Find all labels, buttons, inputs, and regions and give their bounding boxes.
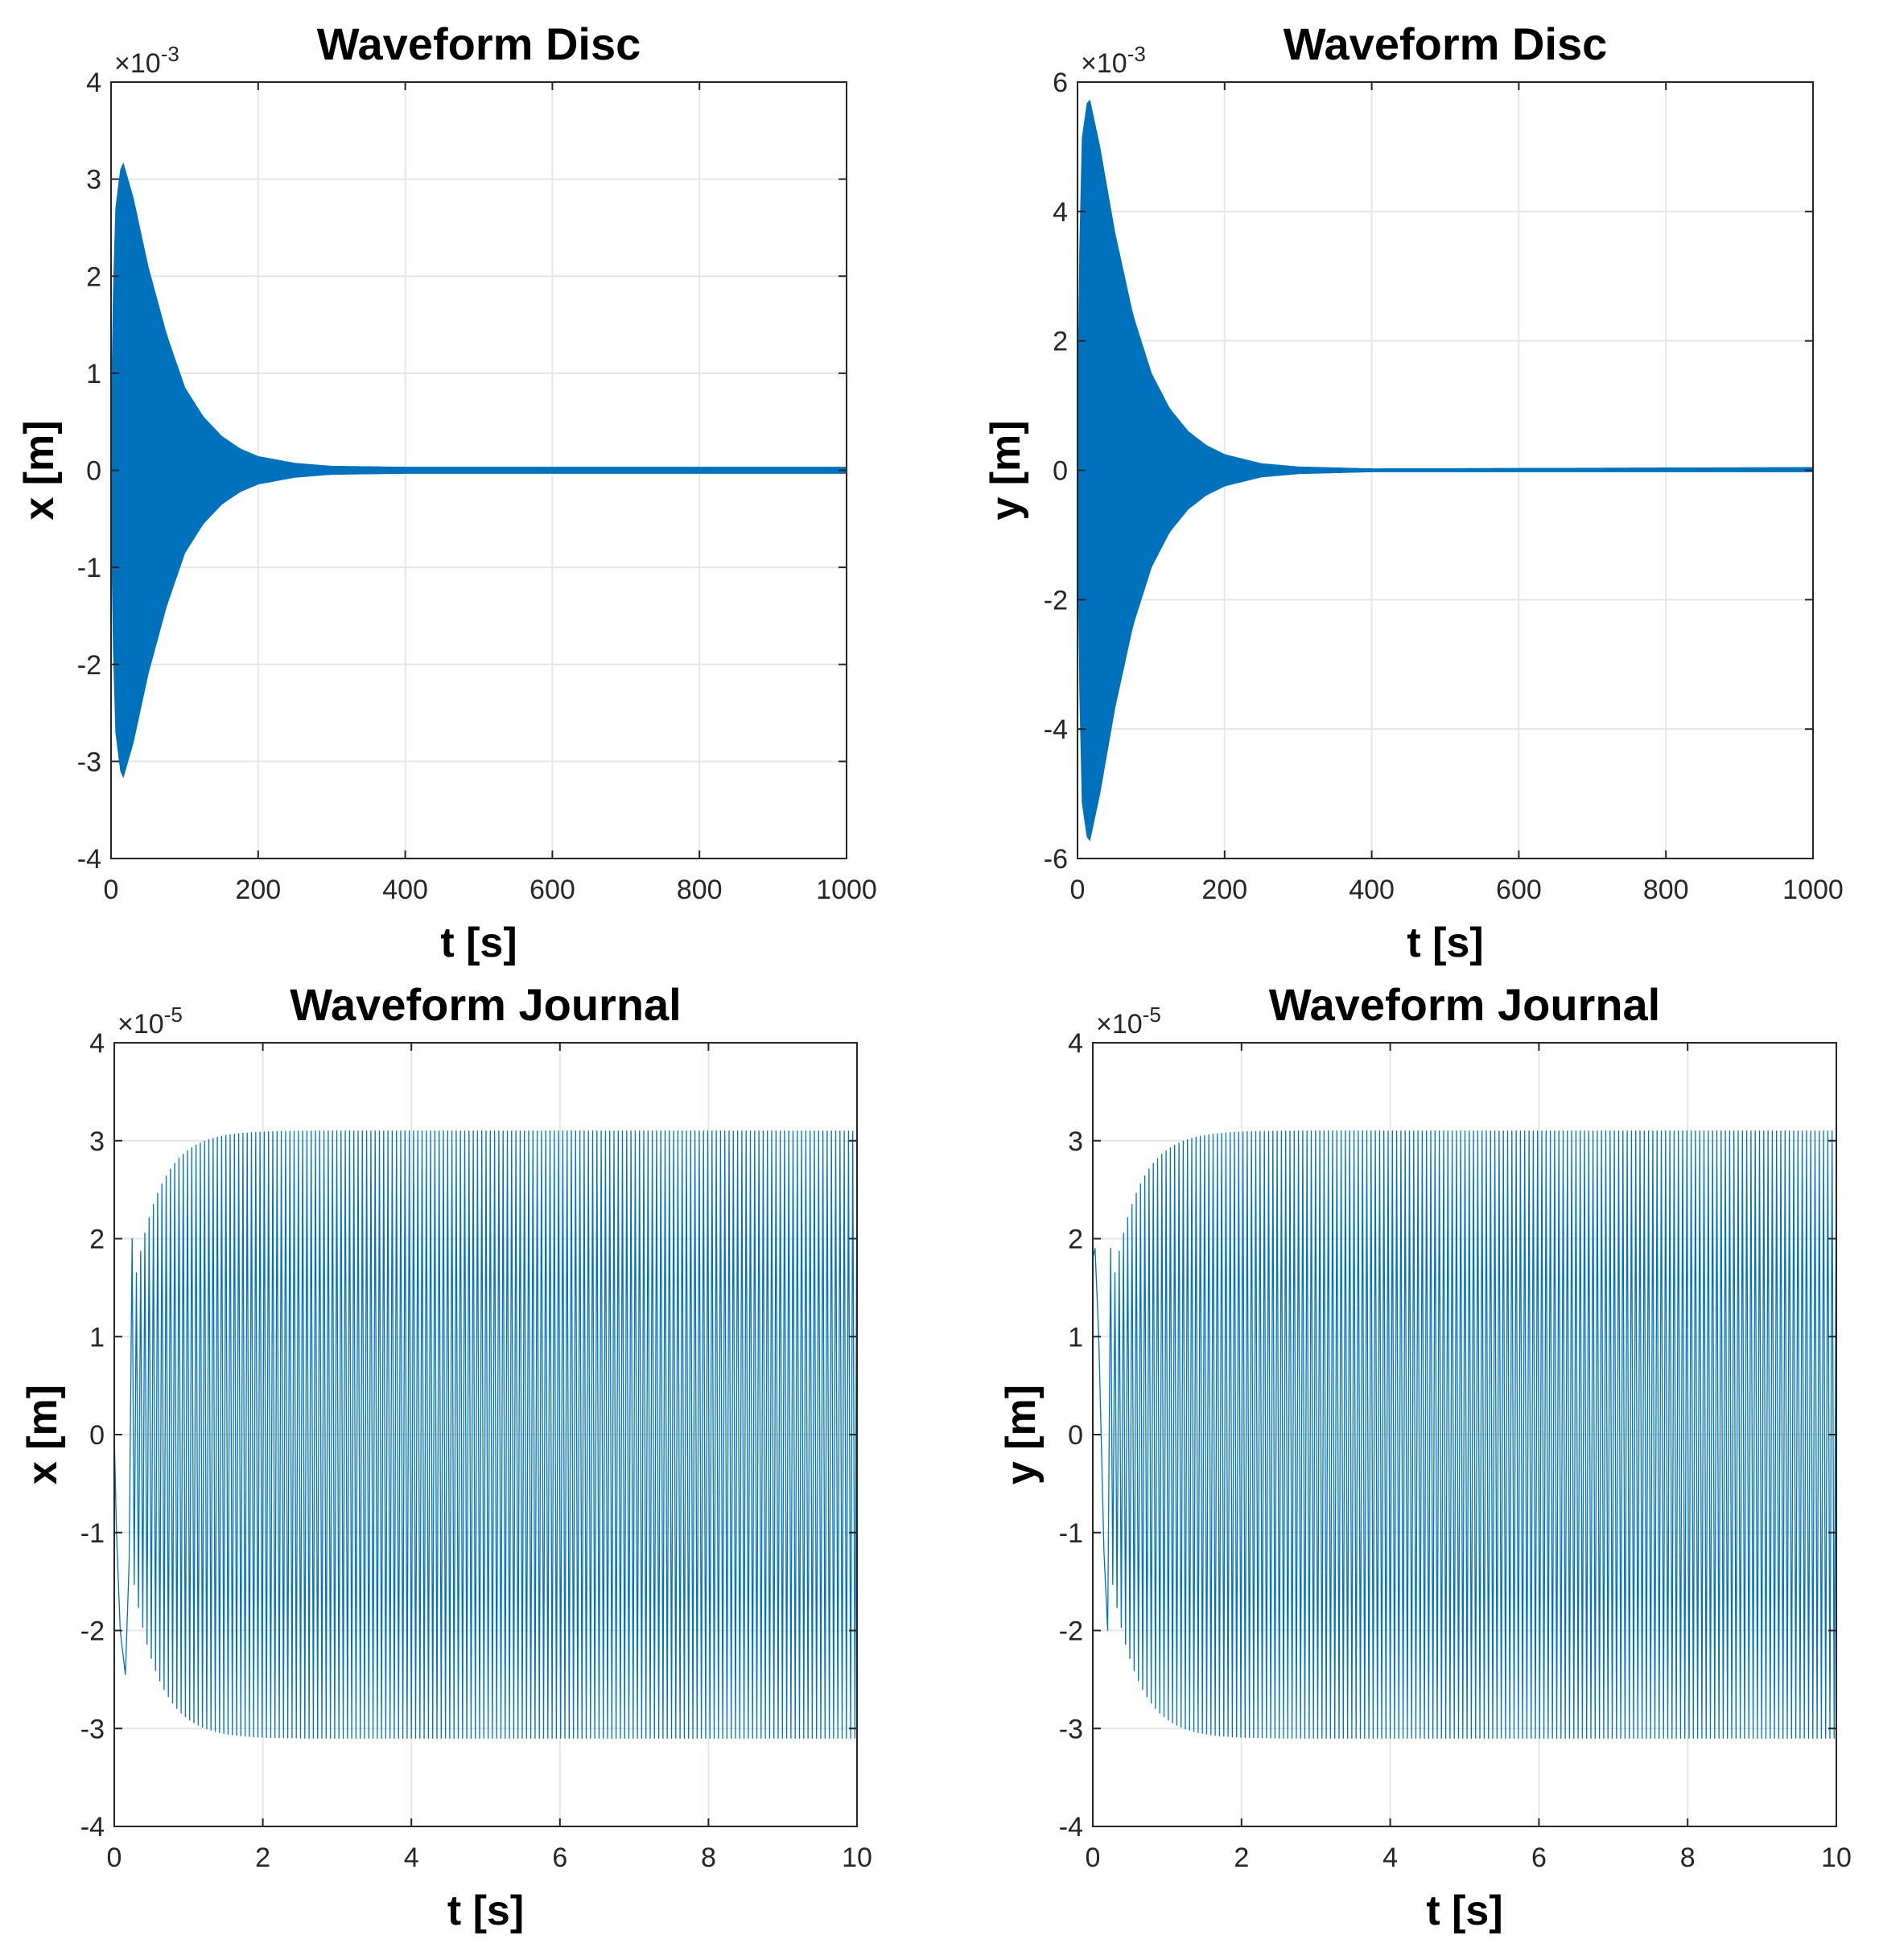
y-tick-label: 4 <box>89 1028 105 1059</box>
x-tick-label: 400 <box>382 875 428 905</box>
y-tick-label: 4 <box>1053 197 1068 228</box>
y-tick-label: -4 <box>80 1812 105 1843</box>
x-tick-label: 600 <box>529 875 575 905</box>
x-axis-label: t [s] <box>447 1888 524 1934</box>
y-tick-label: -1 <box>1059 1518 1083 1549</box>
y-tick-label: 2 <box>89 1225 105 1255</box>
x-tick-label: 2 <box>1234 1843 1249 1873</box>
y-tick-label: 0 <box>89 1420 105 1451</box>
y-tick-label: -1 <box>80 1518 105 1549</box>
x-axis-label: t [s] <box>440 920 517 966</box>
x-axis-label: t [s] <box>1426 1888 1502 1934</box>
axis-exponent-power: -5 <box>164 1003 183 1027</box>
y-tick-label: -6 <box>1044 844 1068 875</box>
x-tick-label: 800 <box>677 875 723 905</box>
y-tick-label: 0 <box>1068 1420 1083 1451</box>
x-tick-label: 4 <box>404 1843 419 1873</box>
x-tick-label: 200 <box>1201 875 1247 905</box>
series-journal-x <box>113 1130 858 1740</box>
x-tick-label: 0 <box>1070 875 1086 905</box>
y-axis-label: y [m] <box>983 420 1029 520</box>
y-tick-label: -3 <box>1059 1714 1083 1744</box>
y-tick-label: 6 <box>1053 68 1068 98</box>
y-tick-label: -4 <box>77 844 101 875</box>
y-tick-label: 0 <box>86 456 101 487</box>
y-tick-label: 3 <box>1068 1126 1083 1157</box>
x-tick-label: 6 <box>552 1843 567 1873</box>
y-tick-label: -2 <box>1059 1616 1083 1647</box>
chart-journal-x: 0 2 4 6 8 10 -4 -3 -2 -1 0 1 2 3 4 ×10-5 Waveform Journa… <box>19 979 872 1934</box>
y-tick-label: -4 <box>1059 1812 1083 1843</box>
chart-title: Waveform Journal <box>290 979 681 1030</box>
x-tick-label: 10 <box>1821 1843 1852 1873</box>
x-tick-label: 600 <box>1496 875 1542 905</box>
axis-exponent: ×10-3 <box>114 42 179 79</box>
x-tick-label: 200 <box>235 875 281 905</box>
x-tick-label: 800 <box>1643 875 1689 905</box>
x-tick-label: 0 <box>1086 1843 1101 1873</box>
x-tick-label: 0 <box>107 1843 122 1873</box>
y-axis-label: x [m] <box>16 420 63 520</box>
y-tick-label: -3 <box>80 1714 105 1744</box>
x-tick-label: 0 <box>104 875 119 905</box>
y-tick-label: -4 <box>1044 714 1068 745</box>
x-tick-label: 2 <box>255 1843 270 1873</box>
axis-exponent: ×10-3 <box>1081 42 1146 79</box>
y-tick-label: 1 <box>86 359 101 389</box>
y-tick-label: -2 <box>1044 585 1068 616</box>
chart-disc-y: 0 200 400 600 800 1000 -6 -4 -2 0 2 4 6 ×10-3 Waveform… <box>983 19 1844 966</box>
chart-title: Waveform Disc <box>1284 19 1608 69</box>
chart-title: Waveform Journal <box>1269 979 1660 1030</box>
y-tick-label: -2 <box>80 1616 105 1647</box>
axis-exponent-power: -5 <box>1143 1003 1161 1027</box>
y-tick-label: 2 <box>1053 327 1068 357</box>
y-axis-label: x [m] <box>19 1385 66 1484</box>
series-journal-y <box>1092 1130 1837 1740</box>
x-axis-label: t [s] <box>1407 920 1483 966</box>
y-tick-label: 3 <box>86 165 101 196</box>
y-tick-label: 1 <box>89 1322 105 1353</box>
chart-journal-y: 0 2 4 6 8 10 -4 -3 -2 -1 0 1 2 3 4 ×10-5 Waveform Journa… <box>998 979 1852 1934</box>
axis-exponent-power: -3 <box>1127 42 1146 66</box>
y-tick-label: 2 <box>86 261 101 292</box>
y-tick-label: -3 <box>77 747 101 777</box>
y-tick-label: -2 <box>77 650 101 681</box>
x-tick-label: 400 <box>1349 875 1395 905</box>
y-tick-label: 2 <box>1068 1225 1083 1255</box>
axis-exponent: ×10-5 <box>117 1003 183 1040</box>
x-tick-label: 8 <box>701 1843 716 1873</box>
y-tick-label: -1 <box>77 553 101 583</box>
axis-exponent-power: -3 <box>161 42 179 66</box>
x-tick-label: 6 <box>1531 1843 1547 1873</box>
y-tick-label: 0 <box>1053 456 1068 487</box>
chart-title: Waveform Disc <box>317 19 641 69</box>
chart-disc-x: 0 200 400 600 800 1000 -4 -3 -2 -1 0 1 2 3 4 ×10-3 Wavef… <box>16 19 877 966</box>
x-tick-label: 8 <box>1680 1843 1696 1873</box>
y-tick-label: 4 <box>86 68 101 98</box>
axis-exponent: ×10-5 <box>1096 1003 1161 1040</box>
y-axis-label: y [m] <box>998 1385 1045 1484</box>
x-tick-label: 4 <box>1382 1843 1398 1873</box>
x-tick-label: 1000 <box>816 875 877 905</box>
y-tick-label: 1 <box>1068 1322 1083 1353</box>
x-tick-label: 1000 <box>1782 875 1844 905</box>
x-tick-label: 10 <box>842 1843 872 1873</box>
y-tick-label: 4 <box>1068 1028 1083 1059</box>
y-tick-label: 3 <box>89 1126 105 1157</box>
